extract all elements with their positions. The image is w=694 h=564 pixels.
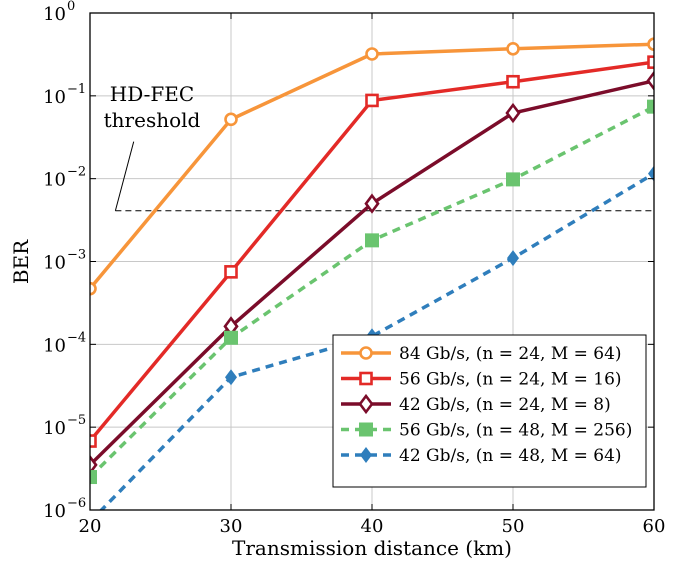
series-2 bbox=[90, 55, 654, 448]
data-point bbox=[225, 369, 237, 386]
legend-label: 84 Gb/s, (n = 24, M = 64) bbox=[399, 344, 622, 364]
data-point bbox=[224, 330, 238, 345]
y-tick-label: 10 bbox=[43, 4, 66, 25]
data-point bbox=[90, 454, 98, 476]
y-tick-exponent: −3 bbox=[67, 248, 86, 263]
data-point bbox=[224, 265, 238, 279]
y-tick-exponent: −1 bbox=[67, 82, 86, 97]
data-point bbox=[224, 112, 238, 127]
legend-marker bbox=[360, 447, 372, 463]
data-point bbox=[90, 281, 97, 296]
legend-label: 42 Gb/s, (n = 48, M = 64) bbox=[399, 446, 622, 466]
data-point bbox=[648, 165, 654, 182]
data-point bbox=[646, 70, 654, 91]
hd-fec-threshold bbox=[114, 141, 654, 212]
legend-marker bbox=[359, 422, 373, 437]
y-tick-exponent: −6 bbox=[67, 496, 86, 511]
data-point bbox=[647, 55, 654, 69]
y-tick-label: 10 bbox=[43, 170, 66, 191]
y-tick-label: 10 bbox=[43, 501, 66, 522]
legend-marker bbox=[359, 346, 373, 360]
data-point bbox=[365, 47, 379, 61]
data-point bbox=[506, 172, 520, 187]
data-point bbox=[505, 102, 521, 124]
legend-label: 56 Gb/s, (n = 48, M = 256) bbox=[399, 421, 632, 441]
legend-label: 56 Gb/s, (n = 24, M = 16) bbox=[399, 370, 622, 390]
legend-marker bbox=[359, 371, 373, 386]
legend-box bbox=[332, 334, 647, 488]
y-axis-label: BER bbox=[9, 239, 33, 284]
data-point bbox=[647, 37, 654, 52]
data-point bbox=[506, 41, 520, 56]
data-point bbox=[90, 470, 97, 485]
y-tick-exponent: −5 bbox=[67, 413, 86, 428]
x-tick-label: 20 bbox=[79, 516, 102, 537]
threshold-label-line2: threshold bbox=[104, 108, 201, 132]
data-point bbox=[364, 193, 380, 214]
series-4 bbox=[90, 99, 654, 485]
data-point bbox=[365, 93, 379, 108]
data-point bbox=[90, 434, 97, 448]
threshold-label: HD-FEC threshold bbox=[104, 82, 201, 132]
x-tick-label: 40 bbox=[361, 516, 384, 537]
y-tick-label: 10 bbox=[43, 418, 66, 439]
data-point bbox=[507, 250, 519, 267]
legend-marker bbox=[358, 393, 374, 415]
legend-label: 42 Gb/s, (n = 24, M = 8) bbox=[399, 395, 611, 415]
legend: 84 Gb/s, (n = 24, M = 64) 56 Gb/s, (n = 2… bbox=[332, 334, 647, 488]
y-tick-exponent: 0 bbox=[67, 0, 75, 14]
x-tick-label: 50 bbox=[502, 516, 525, 537]
series-1 bbox=[90, 37, 654, 296]
y-tick-label: 10 bbox=[43, 87, 66, 108]
x-tick-label: 60 bbox=[643, 516, 666, 537]
threshold-label-line1: HD-FEC bbox=[110, 82, 194, 106]
x-tick-label: 30 bbox=[220, 516, 243, 537]
threshold-pointer bbox=[114, 141, 135, 211]
data-point bbox=[647, 99, 654, 114]
y-tick-exponent: −2 bbox=[67, 165, 86, 180]
y-tick-label: 10 bbox=[43, 253, 66, 274]
x-axis-label: Transmission distance (km) bbox=[232, 536, 512, 560]
y-tick-label: 10 bbox=[43, 335, 66, 356]
data-point bbox=[506, 74, 520, 89]
y-tick-exponent: −4 bbox=[67, 330, 86, 345]
series-group bbox=[90, 37, 654, 510]
data-point bbox=[365, 233, 379, 248]
series-line bbox=[99, 172, 654, 510]
